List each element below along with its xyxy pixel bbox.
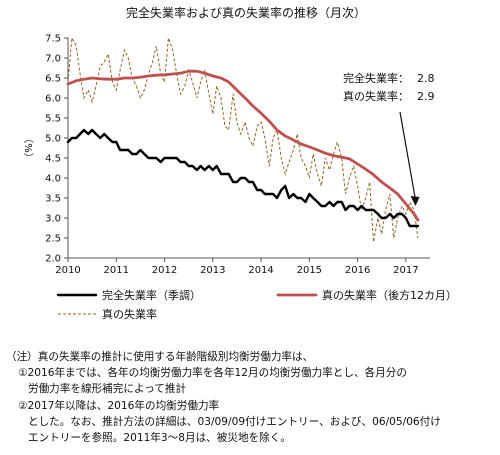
- legend-item-unemployment-sa-label: 完全失業率（季調）: [102, 288, 201, 302]
- footnote-line-4: ②2017年以降は、2016年の均衡労働力率: [18, 399, 220, 412]
- y-tick-label: 7.0: [45, 54, 61, 65]
- annotation-arrow-line: [399, 111, 417, 201]
- annotation-value: 2.8: [417, 72, 435, 85]
- y-tick-label: 5.0: [45, 134, 61, 145]
- y-tick-label: 2.0: [45, 254, 61, 265]
- x-tick-label: 2016: [345, 265, 370, 276]
- footnote-line-2: ①2016年までは、各年の均衡労働力率を各年12月の均衡労働力率とし、各月分の: [18, 367, 407, 380]
- footnote-line-6: エントリーを参照。2011年3～8月は、被災地を除く。: [28, 432, 291, 445]
- x-tick-label: 2011: [104, 265, 129, 276]
- y-tick-label: 6.5: [45, 74, 61, 85]
- y-tick-label: 3.0: [45, 214, 61, 225]
- footnote: （注）真の失業率の推計に使用する年齢階級別均衡労働力率は、 ①2016年までは、…: [6, 349, 496, 446]
- legend-item-true-unemployment-label: 真の失業率: [102, 307, 157, 321]
- x-tick-label: 2013: [200, 265, 225, 276]
- y-tick-label: 4.5: [45, 154, 61, 165]
- annotation-label: 真の失業率：: [343, 89, 409, 103]
- y-tick-label: 6.0: [45, 94, 61, 105]
- y-axis-label: （%）: [22, 133, 34, 163]
- annotation-label: 完全失業率：: [343, 71, 409, 85]
- chart: 完全失業率および真の失業率の推移（月次） （%） 2.0 2.5 3.0 3.5 4.0…: [22, 5, 457, 321]
- series-true-unemployment-line: [67, 36, 419, 243]
- annotation-value: 2.9: [417, 90, 435, 103]
- annotation-arrow-head: [410, 196, 420, 206]
- series-unemployment-sa-line: [66, 128, 420, 228]
- legend: 完全失業率（季調） 真の失業率（後方12カ月） 真の失業率: [56, 288, 457, 321]
- y-tick-label: 7.5: [45, 34, 61, 45]
- x-tick-label: 2014: [248, 265, 273, 276]
- axes: 2.0 2.5 3.0 3.5 4.0 4.5 5.0 5.5 6.0 6.5 7.0 7.5 2010…: [45, 34, 430, 276]
- annotation-group: 完全失業率： 2.8 真の失業率： 2.9: [343, 71, 435, 206]
- y-tick-label: 3.5: [45, 194, 61, 205]
- y-tick-label: 4.0: [45, 174, 61, 185]
- x-tick-label: 2017: [393, 265, 418, 276]
- chart-title: 完全失業率および真の失業率の推移（月次）: [126, 5, 366, 20]
- footnote-line-5: とした。なお、推計方法の詳細は、03/09/09付けエントリー、および、06/0…: [28, 415, 441, 428]
- y-tick-label: 2.5: [45, 234, 61, 245]
- series-true-unemployment-12m-line: [66, 69, 420, 222]
- x-tick-label: 2012: [152, 265, 177, 276]
- y-tick-label: 5.5: [45, 114, 61, 125]
- x-tick-label: 2010: [55, 265, 80, 276]
- footnote-line-1: （注）真の失業率の推計に使用する年齢階級別均衡労働力率は、: [6, 351, 314, 363]
- x-tick-label: 2015: [297, 265, 322, 276]
- footnote-line-3: 労働力率を線形補完によって推計: [28, 383, 187, 396]
- legend-item-true-unemployment-12m-label: 真の失業率（後方12カ月）: [322, 288, 457, 302]
- series-group: [66, 36, 420, 243]
